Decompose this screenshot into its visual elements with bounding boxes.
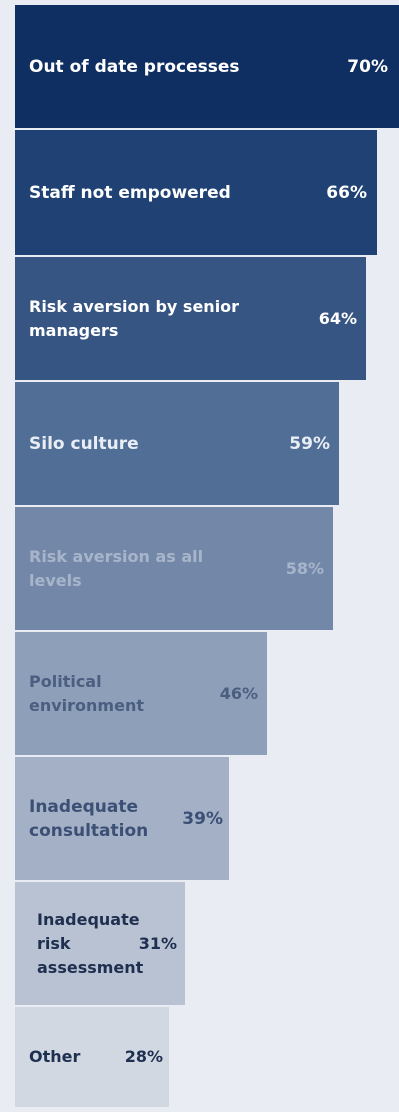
bar-4: Silo culture 59% <box>15 382 339 505</box>
bar-label: Inadequate consultation <box>29 797 149 841</box>
bar-3: Risk aversion by senior managers 64% <box>15 257 366 380</box>
bar-value-label: 70% <box>347 57 388 77</box>
bar-value-label: 66% <box>326 183 367 203</box>
bar-label: Out of date processes <box>29 57 240 77</box>
bar-value-label: 46% <box>219 684 258 703</box>
bar-value-label: 31% <box>138 934 177 953</box>
bar-label: Staff not empowered <box>29 183 231 203</box>
bar-label: Silo culture <box>29 434 139 454</box>
bar-9: Other 28% <box>15 1007 169 1107</box>
bar-label: Inadequate risk assessment <box>37 910 144 977</box>
bar-label: Risk aversion as all levels <box>29 547 204 590</box>
bar-value-label: 39% <box>182 809 223 829</box>
bar-value-label: 64% <box>318 309 357 328</box>
bar-label: Political environment <box>29 672 144 715</box>
bar-label: Risk aversion by senior managers <box>29 297 240 340</box>
bar-5: Risk aversion as all levels 58% <box>15 507 333 630</box>
bar-label: Other <box>29 1047 81 1066</box>
bar-7: Inadequate consultation 39% <box>15 757 229 880</box>
bar-value-label: 58% <box>285 559 324 578</box>
bar-6: Political environment 46% <box>15 632 267 755</box>
bar-value-label: 28% <box>124 1047 163 1066</box>
bar-8: Inadequate risk assessment 31% <box>15 882 185 1005</box>
bar-1: Out of date processes 70% <box>15 5 399 128</box>
bar-value-label: 59% <box>289 434 330 454</box>
bar-2: Staff not empowered 66% <box>15 130 377 255</box>
